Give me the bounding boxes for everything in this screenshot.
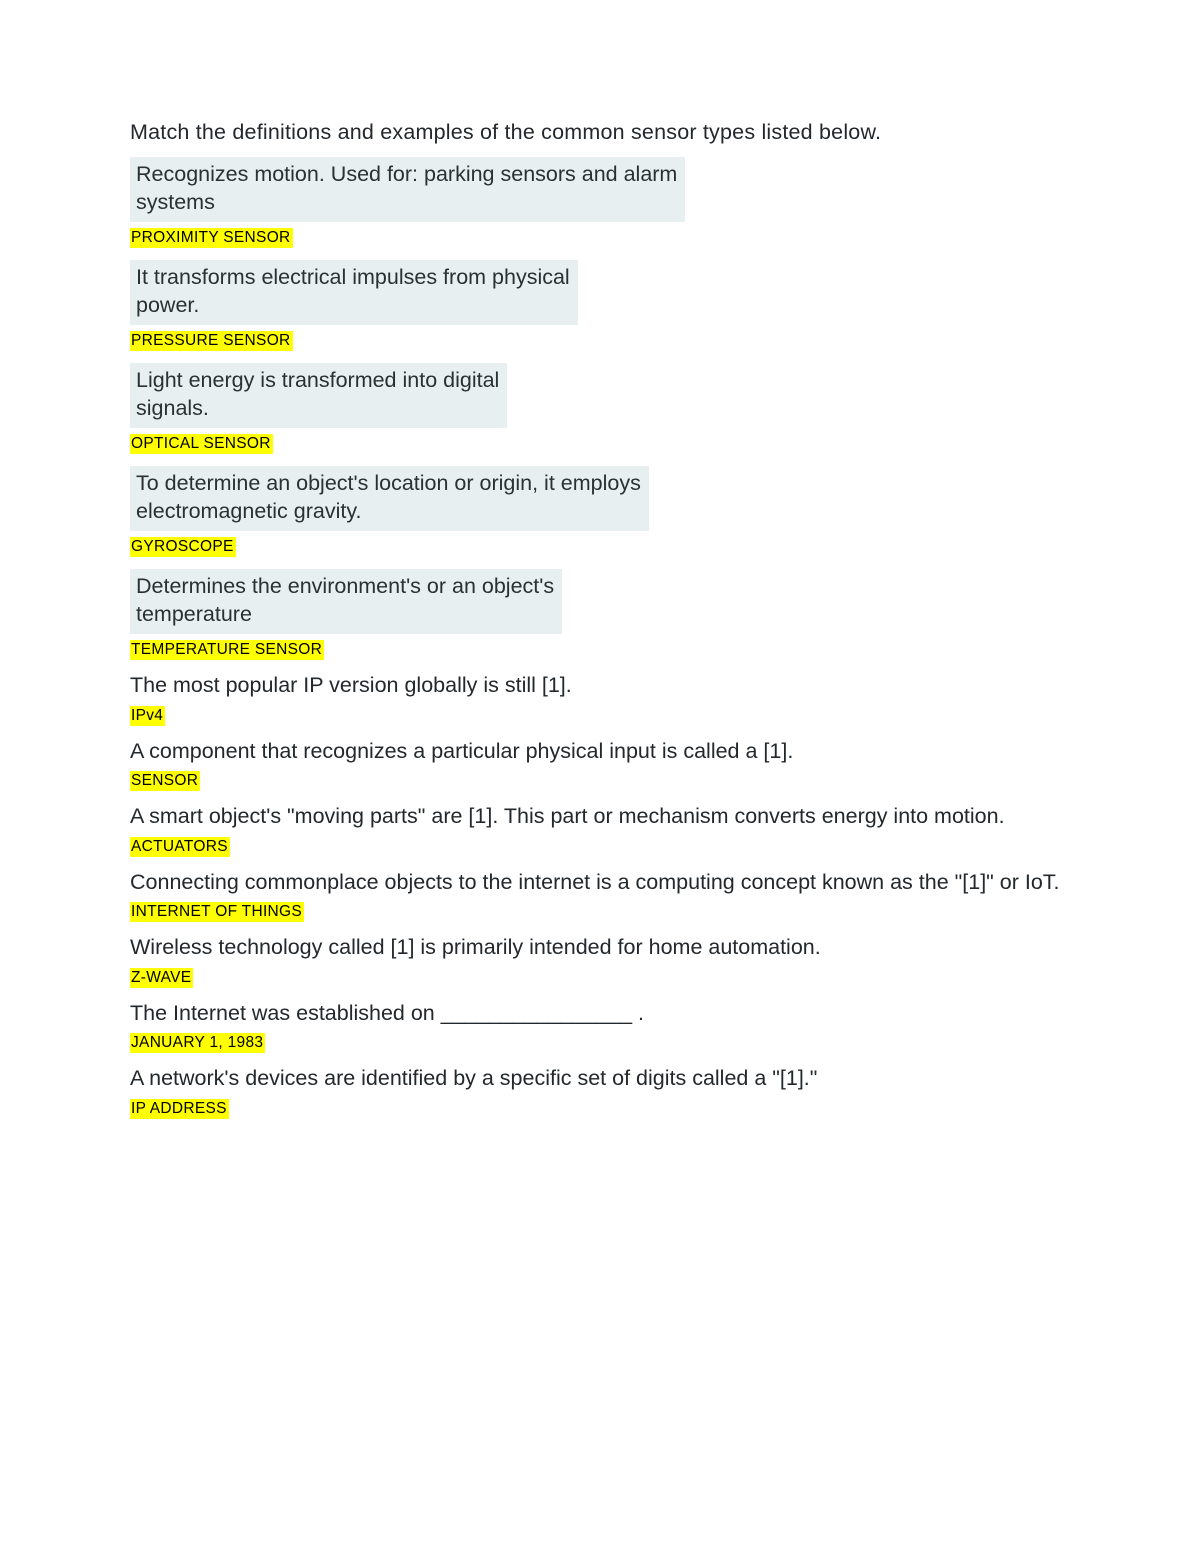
- definition-box: Light energy is transformed into digital…: [130, 363, 507, 428]
- answer-highlight: SENSOR: [130, 771, 200, 791]
- qa-item: Wireless technology called [1] is primar…: [130, 934, 1070, 988]
- answer-highlight: TEMPERATURE SENSOR: [130, 640, 324, 660]
- answer-row: GYROSCOPE: [130, 537, 1070, 557]
- qa-item: A component that recognizes a particular…: [130, 738, 1070, 792]
- answer-highlight: GYROSCOPE: [130, 537, 236, 557]
- answer-highlight: Z-WAVE: [130, 968, 193, 988]
- answer-highlight: OPTICAL SENSOR: [130, 434, 273, 454]
- qa-item: Recognizes motion. Used for: parking sen…: [130, 157, 1070, 248]
- definition-text: The most popular IP version globally is …: [130, 672, 1070, 700]
- definition-text: A network's devices are identified by a …: [130, 1065, 1070, 1093]
- answer-row: INTERNET OF THINGS: [130, 902, 1070, 922]
- definition-text: Connecting commonplace objects to the in…: [130, 869, 1070, 897]
- answer-highlight: PROXIMITY SENSOR: [130, 228, 293, 248]
- definition-line: systems: [136, 190, 215, 214]
- definition-line: temperature: [136, 602, 252, 626]
- answer-highlight: ACTUATORS: [130, 837, 230, 857]
- definition-box: Determines the environment's or an objec…: [130, 569, 562, 634]
- definition-box: To determine an object's location or ori…: [130, 466, 649, 531]
- answer-row: IPv4: [130, 706, 1070, 726]
- answer-row: ACTUATORS: [130, 837, 1070, 857]
- qa-item: Determines the environment's or an objec…: [130, 569, 1070, 660]
- answer-row: PRESSURE SENSOR: [130, 331, 1070, 351]
- definition-line: Light energy is transformed into digital: [136, 368, 499, 392]
- definition-text: A component that recognizes a particular…: [130, 738, 1070, 766]
- definition-box: It transforms electrical impulses from p…: [130, 260, 578, 325]
- definition-line: power.: [136, 293, 199, 317]
- definition-text: The Internet was established on ________…: [130, 1000, 1070, 1028]
- answer-row: PROXIMITY SENSOR: [130, 228, 1070, 248]
- definition-line: Recognizes motion. Used for: parking sen…: [136, 162, 677, 186]
- answer-highlight: INTERNET OF THINGS: [130, 902, 304, 922]
- answer-highlight: IPv4: [130, 706, 165, 726]
- qa-item: The Internet was established on ________…: [130, 1000, 1070, 1054]
- qa-item: To determine an object's location or ori…: [130, 466, 1070, 557]
- answer-row: SENSOR: [130, 771, 1070, 791]
- answer-row: Z-WAVE: [130, 968, 1070, 988]
- qa-item: A network's devices are identified by a …: [130, 1065, 1070, 1119]
- answer-highlight: JANUARY 1, 1983: [130, 1033, 265, 1053]
- definition-line: signals.: [136, 396, 209, 420]
- qa-item: It transforms electrical impulses from p…: [130, 260, 1070, 351]
- definition-text: A smart object's "moving parts" are [1].…: [130, 803, 1070, 831]
- answer-row: IP ADDRESS: [130, 1099, 1070, 1119]
- answer-row: TEMPERATURE SENSOR: [130, 640, 1070, 660]
- definition-line: electromagnetic gravity.: [136, 499, 361, 523]
- definition-text: Wireless technology called [1] is primar…: [130, 934, 1070, 962]
- qa-item: The most popular IP version globally is …: [130, 672, 1070, 726]
- definition-line: It transforms electrical impulses from p…: [136, 265, 570, 289]
- answer-highlight: IP ADDRESS: [130, 1099, 229, 1119]
- document-page: Match the definitions and examples of th…: [0, 0, 1200, 1553]
- intro-text: Match the definitions and examples of th…: [130, 120, 1070, 145]
- definition-box: Recognizes motion. Used for: parking sen…: [130, 157, 685, 222]
- definition-line: Determines the environment's or an objec…: [136, 574, 554, 598]
- definition-line: To determine an object's location or ori…: [136, 471, 641, 495]
- answer-row: OPTICAL SENSOR: [130, 434, 1070, 454]
- qa-item: Connecting commonplace objects to the in…: [130, 869, 1070, 923]
- answer-highlight: PRESSURE SENSOR: [130, 331, 293, 351]
- answer-row: JANUARY 1, 1983: [130, 1033, 1070, 1053]
- qa-item: Light energy is transformed into digital…: [130, 363, 1070, 454]
- qa-item: A smart object's "moving parts" are [1].…: [130, 803, 1070, 857]
